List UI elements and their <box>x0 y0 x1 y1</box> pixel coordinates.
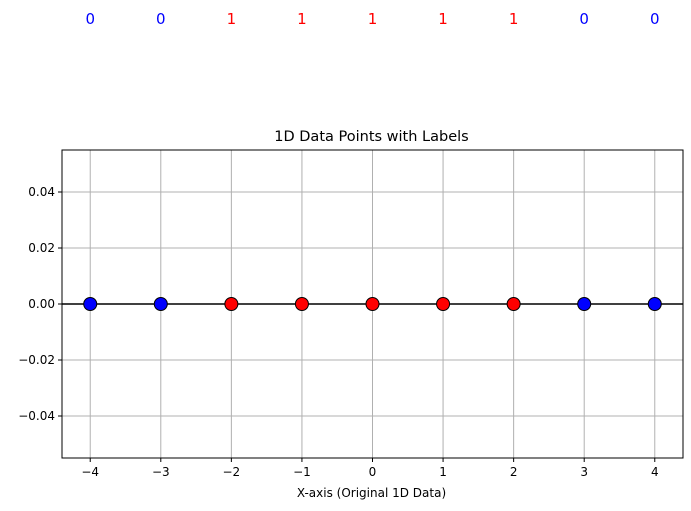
point-label-4: 1 <box>368 10 378 28</box>
y-tick-label: 0.04 <box>28 185 55 199</box>
y-tick-label: 0.02 <box>28 241 55 255</box>
x-tick-label: 3 <box>580 465 588 479</box>
x-tick-label: −4 <box>81 465 99 479</box>
y-tick-label: 0.00 <box>28 297 55 311</box>
y-tick-label: −0.04 <box>18 409 55 423</box>
point-label-0: 0 <box>85 10 95 28</box>
data-point-8 <box>647 297 662 311</box>
point-label-7: 0 <box>579 10 589 28</box>
point-labels: 0 0 1 1 1 1 1 0 0 <box>85 10 659 28</box>
data-point-4 <box>365 297 380 311</box>
x-tick-label: 2 <box>510 465 518 479</box>
data-point-3 <box>294 297 309 311</box>
x-tick-label: −2 <box>223 465 241 479</box>
point-label-6: 1 <box>509 10 519 28</box>
x-tick-label: 4 <box>651 465 659 479</box>
data-point-1 <box>153 297 168 311</box>
data-point-7 <box>577 297 592 311</box>
x-tick-label: −1 <box>293 465 311 479</box>
chart-title: 1D Data Points with Labels <box>274 129 468 145</box>
x-axis-label: X-axis (Original 1D Data) <box>297 486 446 500</box>
y-axis-ticks: −0.04 −0.02 0.00 0.02 0.04 <box>18 185 62 423</box>
point-label-8: 0 <box>650 10 660 28</box>
x-axis-ticks: −4 −3 −2 −1 0 1 2 3 4 <box>81 458 659 479</box>
y-tick-label: −0.02 <box>18 353 55 367</box>
data-points <box>83 297 662 311</box>
x-tick-label: 0 <box>369 465 377 479</box>
point-label-1: 0 <box>156 10 166 28</box>
data-point-2 <box>224 297 239 311</box>
data-point-5 <box>436 297 451 311</box>
point-label-2: 1 <box>227 10 237 28</box>
data-point-6 <box>506 297 521 311</box>
point-label-5: 1 <box>438 10 448 28</box>
x-tick-label: −3 <box>152 465 170 479</box>
x-tick-label: 1 <box>439 465 447 479</box>
data-point-0 <box>83 297 98 311</box>
point-label-3: 1 <box>297 10 307 28</box>
